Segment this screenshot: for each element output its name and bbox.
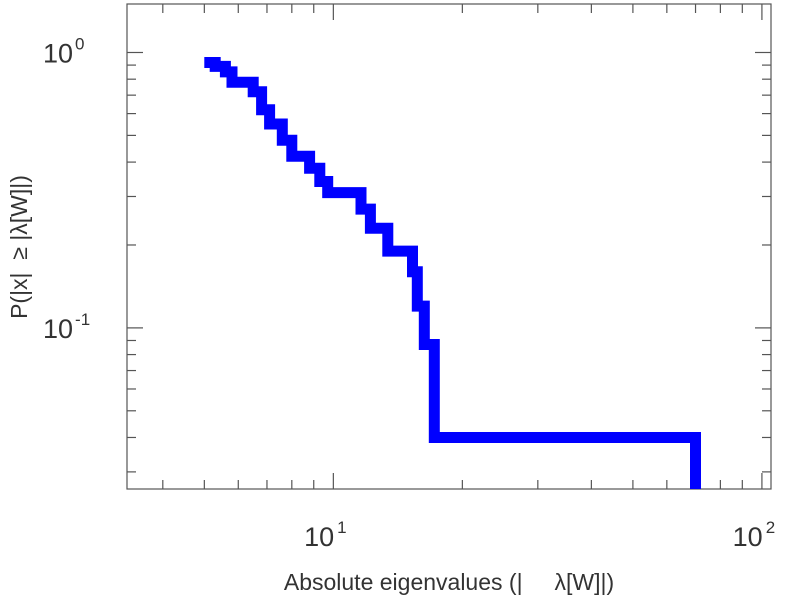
x-tick-label: 10 2 [733,518,776,552]
major-ticks [127,4,771,489]
y-tick-label: 10 -1 [43,310,90,344]
y-tick-label: 10 0 [43,34,85,68]
x-tick-label: 10 1 [304,518,347,552]
plot-frame [126,3,772,490]
minor-ticks [127,4,771,489]
series-layer [204,57,701,489]
x-axis-label: Absolute eigenvalues (| λ[W]|) [284,569,614,595]
tick-labels: 10 1 10 2 10 0 10 -1 [43,34,775,552]
y-axis-label: P(|x| ≥ |λ[W]|) [6,175,32,319]
series-line [204,57,701,489]
